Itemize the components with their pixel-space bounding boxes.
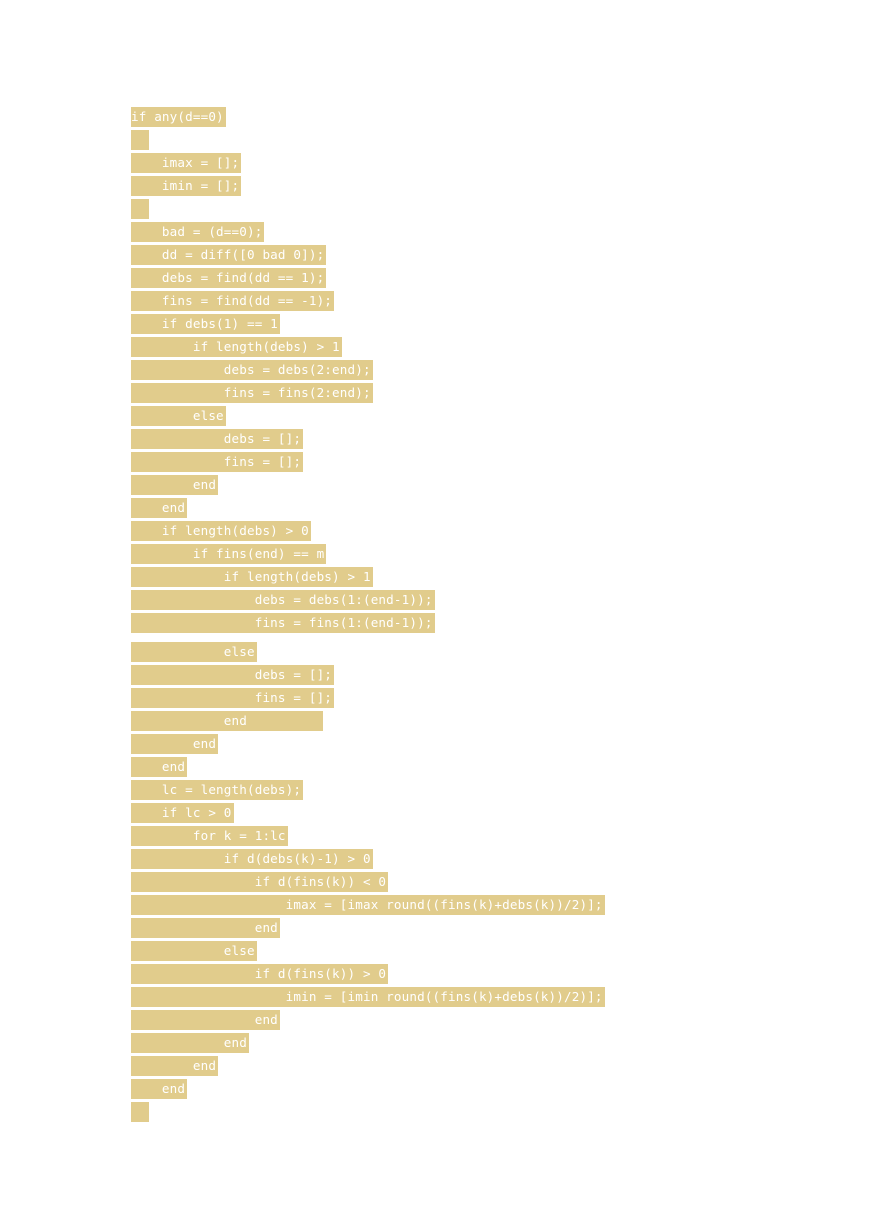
code-line-text xyxy=(131,130,149,150)
code-line-text: else xyxy=(131,642,257,662)
code-line-text xyxy=(131,1102,149,1122)
code-line-text: end xyxy=(131,918,280,938)
code-line: end xyxy=(131,1010,605,1033)
code-line-text: debs = find(dd == 1); xyxy=(131,268,327,288)
code-line-text: end xyxy=(131,1056,219,1076)
code-line-text: debs = []; xyxy=(131,665,335,685)
code-line: fins = fins(1:(end-1)); xyxy=(131,613,605,636)
code-line: fins = fins(2:end); xyxy=(131,383,605,406)
code-line: if d(debs(k)-1) > 0 xyxy=(131,849,605,872)
code-line: fins = find(dd == -1); xyxy=(131,291,605,314)
code-line: fins = []; xyxy=(131,452,605,475)
code-line: dd = diff([0 bad 0]); xyxy=(131,245,605,268)
code-line-text: if length(debs) > 0 xyxy=(131,521,311,541)
code-line-text: end xyxy=(131,734,219,754)
code-line: fins = []; xyxy=(131,688,605,711)
code-line: imin = [imin round((fins(k)+debs(k))/2)]… xyxy=(131,987,605,1010)
code-line: end xyxy=(131,498,605,521)
code-line-text: for k = 1:lc xyxy=(131,826,288,846)
code-line-text: else xyxy=(131,406,226,426)
code-line-text: dd = diff([0 bad 0]); xyxy=(131,245,327,265)
code-line-text: fins = find(dd == -1); xyxy=(131,291,335,311)
code-line: end xyxy=(131,475,605,498)
code-line: imax = []; xyxy=(131,153,605,176)
code-line: else xyxy=(131,406,605,429)
code-line-text: if length(debs) > 1 xyxy=(131,337,342,357)
code-line-text: imax = [imax round((fins(k)+debs(k))/2)]… xyxy=(131,895,605,915)
code-line: bad = (d==0); xyxy=(131,222,605,245)
code-line-text: end xyxy=(131,475,219,495)
code-line: else xyxy=(131,642,605,665)
code-line: end xyxy=(131,1033,605,1056)
code-line xyxy=(131,1102,605,1125)
code-line-text: imin = []; xyxy=(131,176,242,196)
code-line-text xyxy=(131,199,149,219)
code-line: imin = []; xyxy=(131,176,605,199)
code-line-text: end xyxy=(131,1033,249,1053)
code-line: if debs(1) == 1 xyxy=(131,314,605,337)
code-line-text: end xyxy=(131,711,323,731)
code-line: end xyxy=(131,711,605,734)
code-line: end xyxy=(131,918,605,941)
code-line: if fins(end) == m xyxy=(131,544,605,567)
code-line: if length(debs) > 1 xyxy=(131,337,605,360)
code-line-text: if d(fins(k)) < 0 xyxy=(131,872,389,892)
code-line: for k = 1:lc xyxy=(131,826,605,849)
code-line-text: if lc > 0 xyxy=(131,803,234,823)
code-line-text: debs = []; xyxy=(131,429,304,449)
code-line: debs = []; xyxy=(131,429,605,452)
code-line: lc = length(debs); xyxy=(131,780,605,803)
code-line: end xyxy=(131,757,605,780)
code-line-text: if d(debs(k)-1) > 0 xyxy=(131,849,373,869)
code-line: if lc > 0 xyxy=(131,803,605,826)
code-line: end xyxy=(131,1079,605,1102)
code-line: if any(d==0) xyxy=(131,107,605,130)
code-line: if length(debs) > 1 xyxy=(131,567,605,590)
code-line-text: end xyxy=(131,1079,188,1099)
code-line: debs = debs(1:(end-1)); xyxy=(131,590,605,613)
code-line-text: if fins(end) == m xyxy=(131,544,327,564)
code-line-text: end xyxy=(131,757,188,777)
code-line-text: end xyxy=(131,1010,280,1030)
code-line: debs = find(dd == 1); xyxy=(131,268,605,291)
code-line: debs = debs(2:end); xyxy=(131,360,605,383)
code-line-text: fins = fins(1:(end-1)); xyxy=(131,613,435,633)
code-line: end xyxy=(131,1056,605,1079)
code-line: debs = []; xyxy=(131,665,605,688)
code-line-text: imax = []; xyxy=(131,153,242,173)
code-line-text: fins = fins(2:end); xyxy=(131,383,373,403)
code-line: if d(fins(k)) < 0 xyxy=(131,872,605,895)
code-line-text: fins = []; xyxy=(131,688,335,708)
code-line-text: else xyxy=(131,941,257,961)
code-line: if d(fins(k)) > 0 xyxy=(131,964,605,987)
code-line xyxy=(131,130,605,153)
code-line-text: debs = debs(2:end); xyxy=(131,360,373,380)
code-line-text: if any(d==0) xyxy=(131,107,226,127)
code-line-text: if length(debs) > 1 xyxy=(131,567,373,587)
code-line: else xyxy=(131,941,605,964)
code-block: if any(d==0) imax = []; imin = []; bad =… xyxy=(131,107,605,1125)
code-line-text: if debs(1) == 1 xyxy=(131,314,280,334)
code-line-text: bad = (d==0); xyxy=(131,222,265,242)
code-line: imax = [imax round((fins(k)+debs(k))/2)]… xyxy=(131,895,605,918)
code-line-text: if d(fins(k)) > 0 xyxy=(131,964,389,984)
code-line: end xyxy=(131,734,605,757)
code-line-text: lc = length(debs); xyxy=(131,780,304,800)
code-line-text: end xyxy=(131,498,188,518)
code-line-text: fins = []; xyxy=(131,452,304,472)
code-line-text: debs = debs(1:(end-1)); xyxy=(131,590,435,610)
code-line: if length(debs) > 0 xyxy=(131,521,605,544)
code-line xyxy=(131,199,605,222)
code-line-text: imin = [imin round((fins(k)+debs(k))/2)]… xyxy=(131,987,605,1007)
